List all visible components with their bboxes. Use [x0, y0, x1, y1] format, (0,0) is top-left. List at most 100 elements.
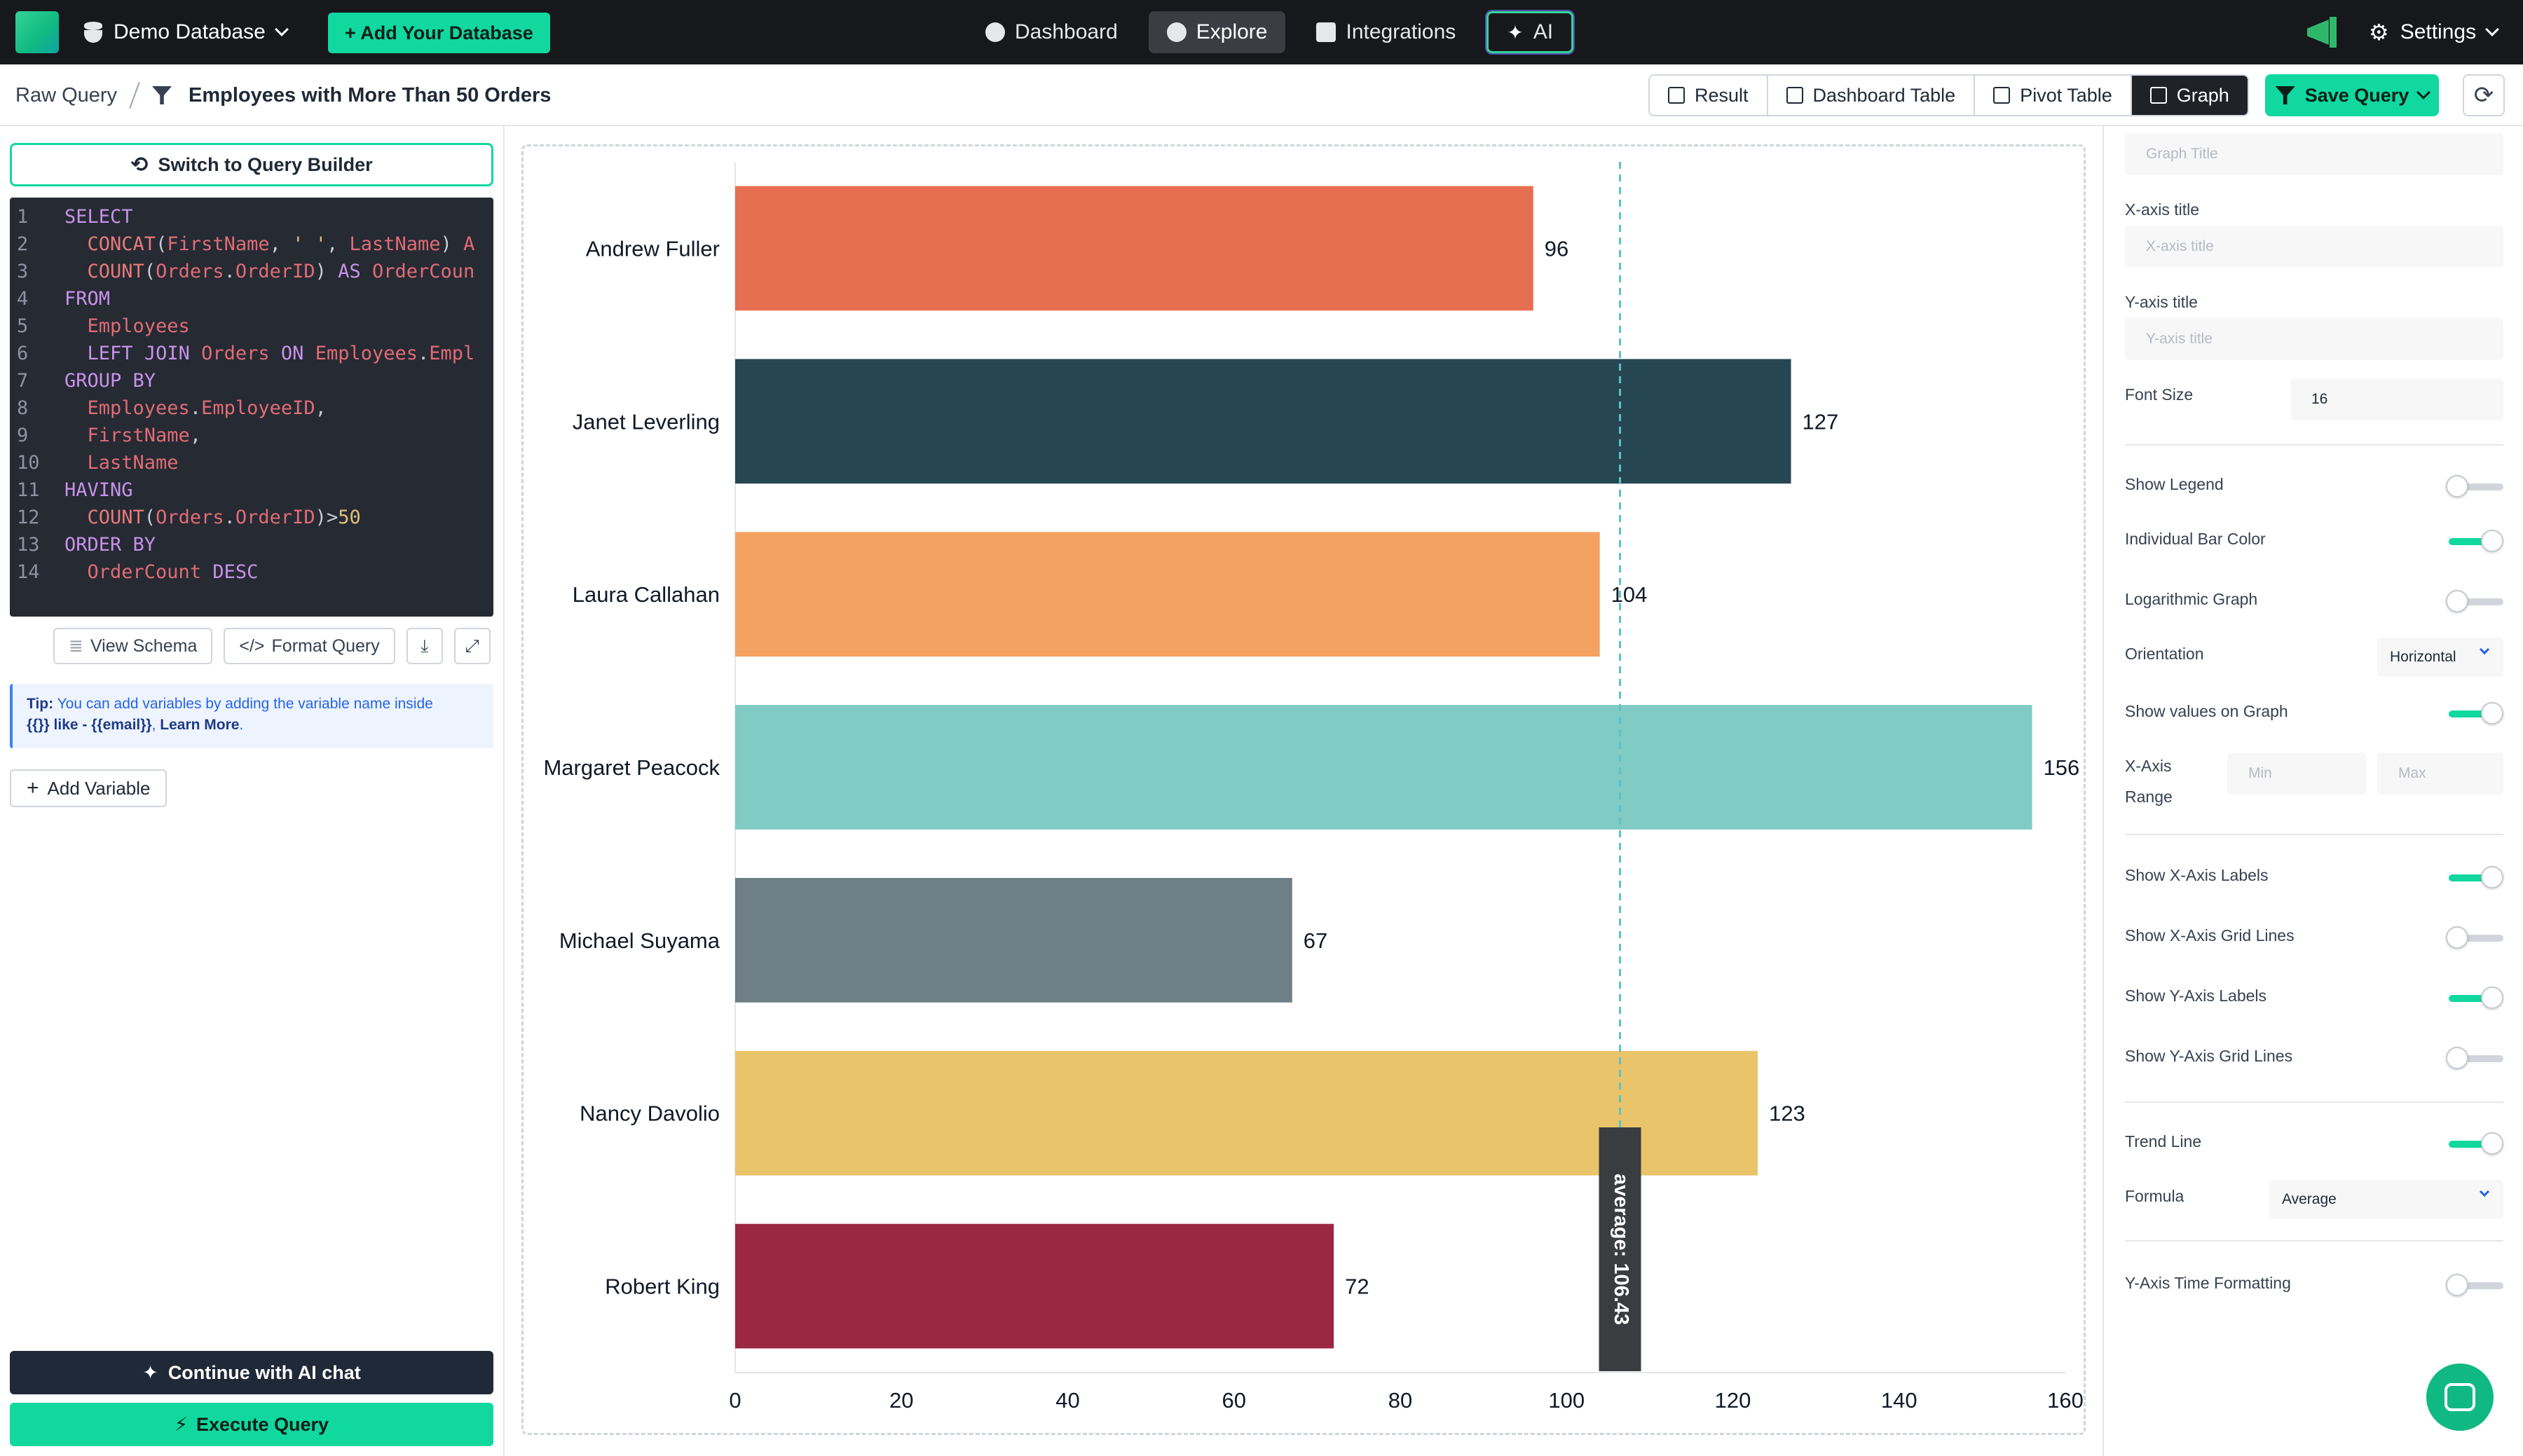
x-axis-max-input[interactable]: Max — [2377, 753, 2503, 795]
code-line: 11 HAVING — [10, 476, 493, 504]
show-x-axis-grid-label: Show X-Axis Grid Lines — [2125, 926, 2295, 945]
code-line: 7 GROUP BY — [10, 367, 493, 394]
font-size-input[interactable]: 16 — [2290, 378, 2503, 420]
show-legend-toggle[interactable] — [2446, 475, 2503, 497]
database-selector[interactable]: Demo Database — [84, 14, 289, 50]
compass-icon — [1166, 22, 1187, 42]
add-variable-button[interactable]: + Add Variable — [10, 769, 167, 807]
refresh-icon: ⟳ — [2473, 82, 2494, 109]
line-number: 2 — [17, 233, 29, 255]
lightning-icon: ⚡ — [174, 1413, 188, 1435]
code-line: 3 COUNT(Orders.OrderID) AS OrderCoun — [10, 258, 493, 285]
app-logo[interactable] — [15, 11, 59, 53]
graph-settings-panel: Graph Title X-axis title X-axis title Y-… — [2102, 126, 2523, 1456]
tab-result-label: Result — [1695, 84, 1749, 106]
code-line: 8 Employees.EmployeeID, — [10, 394, 493, 422]
document-icon — [1668, 87, 1685, 104]
trend-line-label: average: 106.43 — [1610, 1174, 1632, 1325]
chevron-down-icon — [2479, 644, 2490, 655]
line-number: 8 — [17, 397, 29, 419]
show-x-axis-grid-toggle[interactable] — [2446, 926, 2503, 949]
breadcrumb-separator — [129, 81, 140, 109]
tab-result[interactable]: Result — [1650, 76, 1768, 115]
execute-query-button[interactable]: ⚡ Execute Query — [10, 1403, 493, 1446]
show-y-axis-grid-label: Show Y-Axis Grid Lines — [2125, 1047, 2293, 1065]
line-number: 14 — [17, 561, 40, 583]
swap-icon: ⟲ — [130, 153, 149, 177]
nav-dashboard[interactable]: Dashboard — [967, 11, 1136, 53]
orientation-select[interactable]: Horizontal — [2377, 638, 2503, 677]
bar-value-label: 156 — [2044, 755, 2080, 780]
add-database-button[interactable]: + Add Your Database — [328, 13, 550, 53]
x-tick-label: 0 — [729, 1388, 741, 1413]
database-label: Demo Database — [114, 20, 266, 43]
format-query-label: Format Query — [271, 636, 380, 656]
category-label: Laura Callahan — [573, 582, 720, 607]
trend-line-toggle[interactable] — [2449, 1132, 2503, 1155]
view-schema-button[interactable]: ≣ View Schema — [53, 628, 213, 664]
formula-select[interactable]: Average — [2269, 1180, 2503, 1219]
graph-title-input[interactable]: Graph Title — [2125, 133, 2503, 175]
bar — [735, 1050, 1758, 1176]
bar — [735, 532, 1600, 657]
category-label: Nancy Davolio — [580, 1101, 720, 1126]
nav-integrations[interactable]: Integrations — [1298, 11, 1474, 53]
y-axis-title-input[interactable]: Y-axis title — [2125, 318, 2503, 360]
announcement-icon-bar — [2330, 17, 2337, 48]
x-axis-min-input[interactable]: Min — [2227, 753, 2366, 795]
code-text: COUNT(Orders.OrderID)>50 — [87, 507, 361, 528]
expand-icon: ⤢ — [465, 636, 479, 656]
orientation-label: Orientation — [2125, 645, 2204, 663]
graph-canvas: Andrew Fuller 96 Janet Leverling 127 Laura C… — [521, 144, 2086, 1435]
show-x-axis-labels-toggle[interactable] — [2449, 866, 2503, 888]
editor-toolbar: ≣ View Schema </> Format Query ⤓ ⤢ — [53, 628, 491, 664]
expand-button[interactable]: ⤢ — [453, 628, 491, 664]
sql-editor[interactable]: 1 SELECT 2 CONCAT(FirstName, ' ', LastName… — [10, 198, 493, 617]
switch-label: Switch to Query Builder — [158, 153, 373, 175]
tip-learn-more-link[interactable]: Learn More — [160, 717, 240, 733]
gear-icon: ⚙ — [2369, 20, 2389, 45]
show-y-axis-labels-toggle[interactable] — [2449, 987, 2503, 1009]
trend-line-label-box — [1599, 1127, 1641, 1371]
show-values-toggle[interactable] — [2449, 702, 2503, 724]
refresh-button[interactable]: ⟳ — [2463, 74, 2505, 116]
tab-graph[interactable]: Graph — [2131, 76, 2248, 115]
save-query-button[interactable]: Save Query — [2265, 74, 2439, 116]
individual-bar-color-label: Individual Bar Color — [2125, 530, 2266, 548]
code-line: 2 CONCAT(FirstName, ' ', LastName) A — [10, 231, 493, 258]
format-query-button[interactable]: </> Format Query — [224, 628, 395, 664]
formula-value: Average — [2282, 1191, 2337, 1207]
individual-bar-color-toggle[interactable] — [2449, 530, 2503, 552]
bar — [735, 359, 1791, 484]
nav-explore[interactable]: Explore — [1148, 11, 1286, 53]
settings-menu[interactable]: ⚙ Settings — [2369, 14, 2499, 50]
tab-dashboard-table[interactable]: Dashboard Table — [1768, 76, 1976, 115]
continue-ai-chat-button[interactable]: ✦ Continue with AI chat — [10, 1351, 493, 1394]
tab-dashboard-table-label: Dashboard Table — [1812, 84, 1956, 106]
code-text: ORDER BY — [64, 534, 156, 556]
y-axis-time-formatting-toggle[interactable] — [2446, 1274, 2503, 1296]
x-tick-label: 60 — [1222, 1388, 1246, 1413]
x-axis-title-input[interactable]: X-axis title — [2125, 226, 2503, 268]
download-button[interactable]: ⤓ — [406, 628, 443, 664]
bar-value-label: 67 — [1304, 928, 1327, 953]
gears-icon — [1316, 22, 1336, 42]
switch-to-query-builder-button[interactable]: ⟲ Switch to Query Builder — [10, 143, 493, 186]
tip-braces: {{}} like - — [27, 717, 92, 733]
view-schema-label: View Schema — [90, 636, 198, 656]
bar — [735, 877, 1292, 1003]
logarithmic-graph-toggle[interactable] — [2446, 590, 2503, 612]
nav-ai[interactable]: ✦ AI — [1486, 11, 1574, 53]
breadcrumb-root[interactable]: Raw Query — [15, 83, 118, 107]
line-number: 11 — [17, 479, 40, 501]
x-tick-label: 120 — [1715, 1388, 1751, 1413]
category-label: Margaret Peacock — [543, 755, 720, 780]
show-legend-label: Show Legend — [2125, 475, 2224, 493]
code-text: GROUP BY — [64, 370, 156, 392]
show-y-axis-grid-toggle[interactable] — [2446, 1047, 2503, 1069]
show-values-label: Show values on Graph — [2125, 702, 2288, 720]
tab-pivot-table[interactable]: Pivot Table — [1975, 76, 2132, 115]
tip-example: {{email}} — [91, 717, 152, 733]
support-chat-button[interactable] — [2426, 1364, 2494, 1431]
line-number: 10 — [17, 452, 40, 474]
